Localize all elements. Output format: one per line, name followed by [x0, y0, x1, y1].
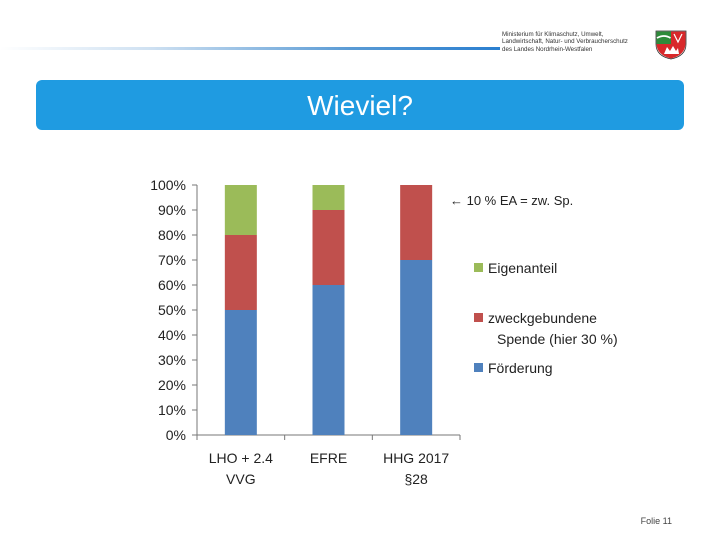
y-tick-label: 50% [158, 302, 186, 318]
legend-label: zweckgebundene Spende (hier 30 %) [488, 310, 618, 347]
category-labels: LHO + 2.4 VVG EFRE HHG 2017 §28 [209, 450, 450, 487]
bar-segment [312, 285, 345, 435]
legend: Eigenanteil zweckgebundene Spende (hier 30… [474, 260, 618, 376]
y-tick-label: 90% [158, 202, 186, 218]
ministry-line-1: Ministerium für Klimaschutz, Umwelt, [502, 31, 604, 38]
y-tick-label: 10% [158, 402, 186, 418]
header-gradient-rule [0, 47, 500, 50]
y-tick-label: 20% [158, 377, 186, 393]
y-tick-label: 40% [158, 327, 186, 343]
bar-segment [224, 235, 257, 310]
y-tick-label: 70% [158, 252, 186, 268]
y-tick-label: 80% [158, 227, 186, 243]
bars [224, 185, 433, 435]
category-label: HHG 2017 §28 [383, 450, 449, 487]
category-label: EFRE [310, 450, 347, 466]
y-tick-label: 30% [158, 352, 186, 368]
y-tick-label: 60% [158, 277, 186, 293]
legend-swatch [474, 313, 483, 322]
bar-segment [224, 185, 257, 235]
nrw-coat-of-arms-icon [655, 30, 687, 60]
legend-swatch [474, 363, 483, 372]
y-tick-label: 0% [166, 427, 186, 443]
legend-swatch [474, 263, 483, 272]
y-tick-label: 100% [150, 177, 186, 193]
bar-segment [312, 185, 345, 210]
title-bar: Wieviel? [36, 80, 684, 130]
slide-title: Wieviel? [307, 90, 413, 121]
slide-number: Folie 11 [640, 516, 672, 526]
legend-label: Eigenanteil [488, 260, 557, 276]
ministry-line-2: Landwirtschaft, Natur- und Verbrauchersc… [502, 38, 628, 46]
bar-segment [400, 260, 433, 435]
bar-segment [224, 310, 257, 435]
bar-segment [400, 185, 433, 260]
annotation-text: ← 10 % EA = zw. Sp. [450, 193, 573, 208]
category-label: LHO + 2.4 VVG [209, 450, 273, 487]
ministry-name: Ministerium für Klimaschutz, Umwelt, Lan… [502, 31, 652, 53]
bar-segment [312, 210, 345, 285]
legend-label: Förderung [488, 360, 553, 376]
ministry-line-3: des Landes Nordrhein-Westfalen [502, 45, 593, 53]
